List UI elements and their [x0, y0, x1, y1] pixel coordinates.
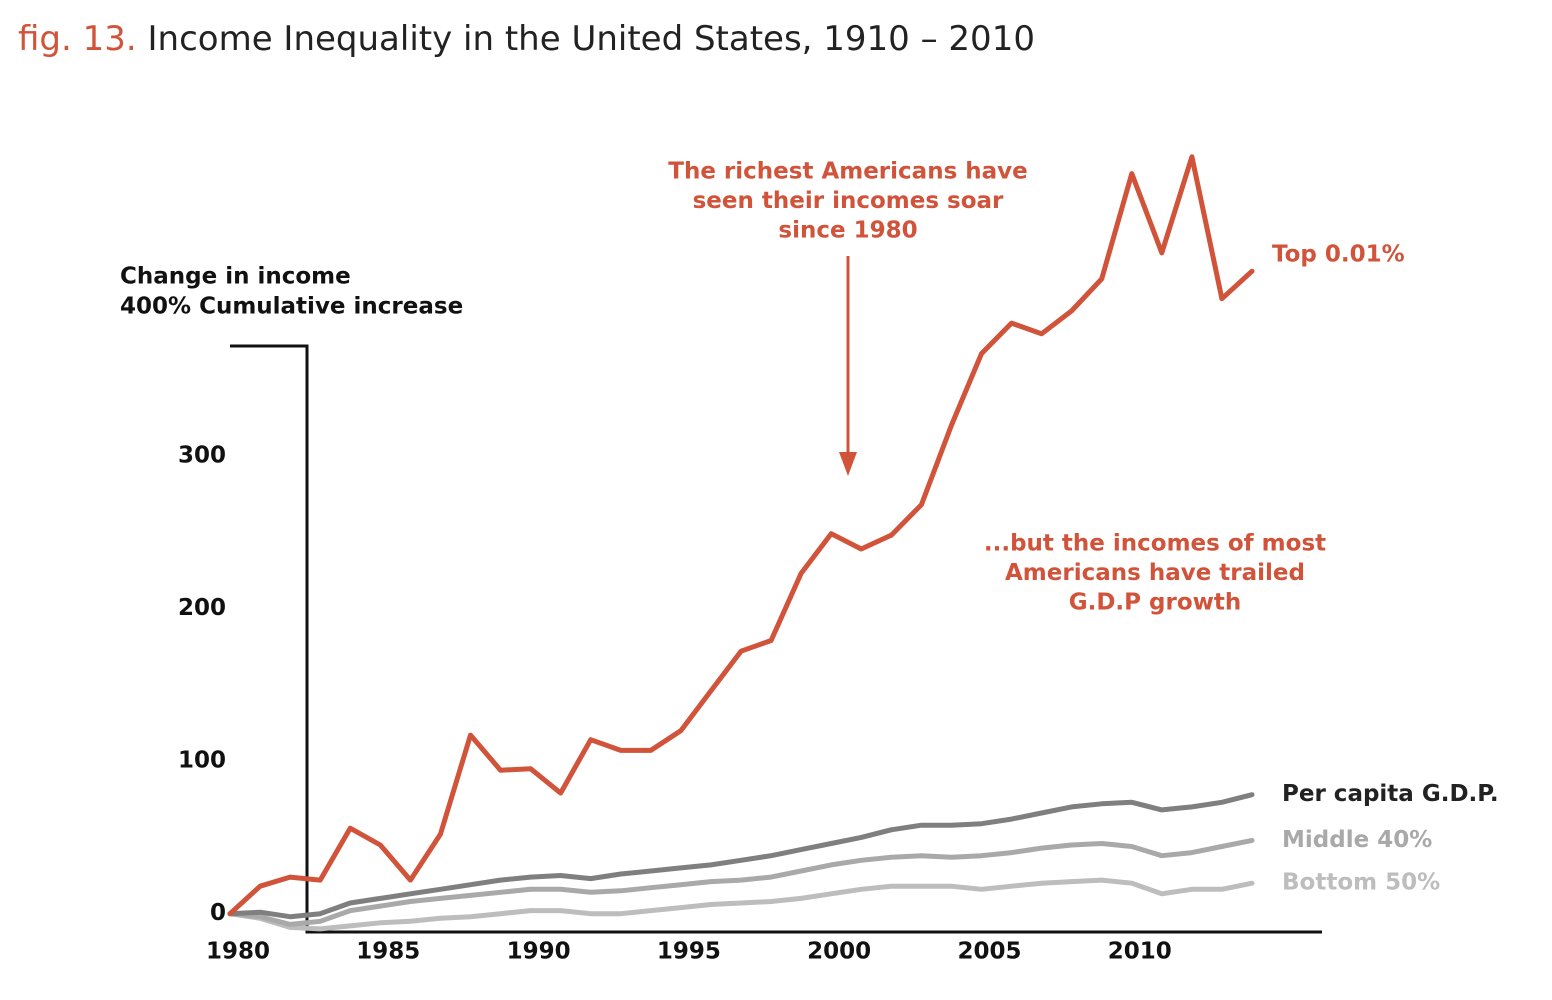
x-tick-label: 1990	[507, 939, 571, 965]
series-label: Per capita G.D.P.	[1282, 781, 1499, 807]
annotation: The richest Americans have	[668, 159, 1028, 185]
x-tick-label: 1985	[356, 939, 420, 965]
arrow-head	[839, 452, 857, 476]
y-tick-label: 200	[178, 595, 226, 621]
annotation: since 1980	[778, 218, 917, 244]
chart-title: fig. 13. Income Inequality in the United…	[18, 19, 1035, 59]
x-tick-label: 2005	[957, 939, 1021, 965]
y-axis-label: 400% Cumulative increase	[120, 294, 463, 320]
y-tick-label: 100	[178, 748, 226, 774]
annotation: G.D.P growth	[1069, 590, 1242, 616]
series-line	[227, 792, 1255, 920]
annotation: Americans have trailed	[1005, 560, 1305, 586]
axis-frame	[230, 344, 1322, 934]
y-tick-label: 0	[210, 900, 226, 926]
x-tick-label: 1995	[657, 939, 721, 965]
annotation: seen their incomes soar	[693, 188, 1004, 214]
series-label: Top 0.01%	[1272, 242, 1405, 268]
title-text: Income Inequality in the United States, …	[148, 19, 1035, 59]
series-line	[227, 837, 1255, 927]
series-label: Bottom 50%	[1282, 870, 1440, 896]
series-line	[227, 154, 1255, 917]
title-prefix: fig. 13.	[18, 19, 137, 59]
annotation: ...but the incomes of most	[984, 531, 1326, 557]
y-axis-label: Change in income	[120, 264, 351, 290]
series-label: Middle 40%	[1282, 827, 1432, 853]
x-tick-label: 2010	[1108, 939, 1172, 965]
y-tick-label: 300	[178, 442, 226, 468]
x-tick-label: 2000	[807, 939, 871, 965]
series-line	[227, 877, 1255, 932]
x-tick-label: 1980	[206, 939, 270, 965]
